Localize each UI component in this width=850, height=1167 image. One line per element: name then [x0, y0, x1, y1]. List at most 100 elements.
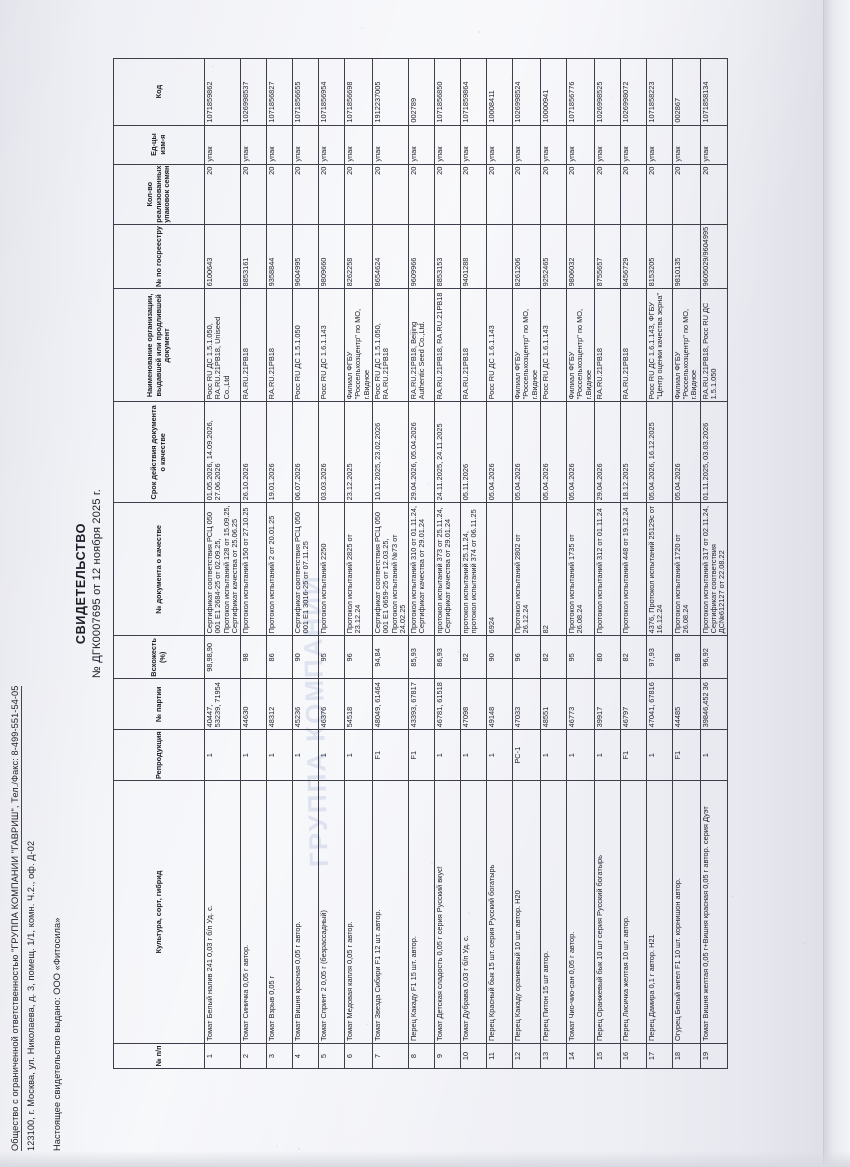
title-block: СВИДЕТЕЛЬСТВО № ДГК0007695 от 12 ноября …	[74, 0, 103, 1167]
cell-name: Томат Вишня желтая 0,05 г+Вишня красная …	[700, 781, 728, 1044]
cell-repro: 1	[487, 730, 513, 781]
cell-code: 002789	[409, 58, 435, 125]
cell-reg: 8153205	[646, 224, 672, 289]
scan-speckle	[478, 31, 480, 33]
cell-batch: 49148	[487, 679, 513, 730]
cell-batch: 47041, 67816	[646, 679, 672, 730]
cell-qdoc: Протокол испытаний 2250	[319, 503, 345, 636]
cell-num: 7	[372, 1044, 408, 1069]
cell-reg: 8261206	[513, 224, 541, 289]
cell-unit: упак	[267, 125, 293, 164]
cell-repro: 1	[319, 730, 345, 781]
cell-repro: 1	[566, 730, 594, 781]
cell-valid: 05.04.2026	[513, 402, 541, 503]
cell-num: 16	[620, 1044, 646, 1069]
cell-qty: 20	[700, 164, 728, 224]
cell-reg: 8755657	[594, 224, 620, 289]
table-row: 7 Томат Звезда Сибири F1 12 шт. автор. F1 4…	[372, 58, 408, 1068]
cell-valid: 01.05.2026, 14.09.2026, 27.06.2026	[205, 402, 241, 503]
table-row: 17 Перец Дамира 0,1 г автор. Н21 1 47041, 6…	[646, 58, 672, 1068]
cell-repro: F1	[372, 730, 408, 781]
cell-org: Росс RU ДС 1.6.1.143	[487, 289, 513, 402]
col-header-name: Культура, сорт, гибрид	[114, 781, 205, 1044]
col-header-unit: Ед-цы изм-я	[114, 125, 205, 164]
cell-num: 15	[594, 1044, 620, 1069]
cell-repro: F1	[620, 730, 646, 781]
cell-reg: 9806032	[566, 224, 594, 289]
table-header: № п/п Культура, сорт, гибрид Репродукция…	[114, 58, 205, 1068]
cell-batch: 46781, 61518	[435, 679, 461, 730]
cell-num: 17	[646, 1044, 672, 1069]
cell-qdoc: Протокол испытаний 448 от 19.12.24	[620, 503, 646, 636]
cell-repro: 1	[241, 730, 267, 781]
cell-batch: 39917	[594, 679, 620, 730]
page-title: СВИДЕТЕЛЬСТВО	[74, 0, 88, 1167]
cell-qty: 20	[435, 164, 461, 224]
scan-speckle	[511, 77, 513, 79]
cell-germ: 80	[594, 636, 620, 679]
cell-batch: 48312	[267, 679, 293, 730]
scan-speckle	[574, 985, 576, 987]
cell-qdoc: Протокол испытаний 2802 от 26.12.24	[513, 503, 541, 636]
cell-name: Перец Какаду F1 15 шт. автор.	[409, 781, 435, 1044]
col-header-code: Код	[114, 58, 205, 125]
cell-qty: 20	[293, 164, 319, 224]
cell-repro: 1	[646, 730, 672, 781]
cell-qdoc: Протокол испытаний 2825 от 23.12.24	[345, 503, 373, 636]
cell-unit: упак	[700, 125, 728, 164]
table-row: 18 Огурец Белый ангел F1 10 шт. корнишон …	[672, 58, 700, 1068]
cell-qty: 20	[409, 164, 435, 224]
cell-qdoc: Протокол испытаний 2 от 20.01.25	[267, 503, 293, 636]
cell-code: 002867	[672, 58, 700, 125]
cell-num: 8	[409, 1044, 435, 1069]
cell-qdoc: Протокол испытаний 150 от 27.10.25	[241, 503, 267, 636]
cell-org: Росс RU ДС 1.6.1.143	[540, 289, 566, 402]
cell-num: 11	[487, 1044, 513, 1069]
cell-name: Томат Детская сладость 0,05 г серия Русс…	[435, 781, 461, 1044]
cell-unit: упак	[372, 125, 408, 164]
scan-speckle	[649, 671, 650, 672]
issued-to-line: Настоящее свидетельство выдано: ООО «Фит…	[52, 918, 62, 1151]
cell-code: 1071856850	[435, 58, 461, 125]
cell-code: 1026998525	[594, 58, 620, 125]
cell-name: Томат Чио-чио-сан 0,05 г автор.	[566, 781, 594, 1044]
cell-code: 1026998072	[620, 58, 646, 125]
cell-code: 1071858134	[700, 58, 728, 125]
cell-germ: 82	[620, 636, 646, 679]
cell-repro: 1	[293, 730, 319, 781]
cell-batch: 54518	[345, 679, 373, 730]
cell-num: 6	[345, 1044, 373, 1069]
cell-qty: 20	[345, 164, 373, 224]
cell-qty: 20	[205, 164, 241, 224]
cell-name: Томат Медовая капля 0,05 г автор.	[345, 781, 373, 1044]
scan-speckle	[276, 1145, 278, 1147]
cell-qdoc: Сертификат соответствия РСЦ 050 001 Е1 3…	[293, 503, 319, 636]
scan-speckle	[354, 1143, 355, 1144]
cell-code: 1071856698	[345, 58, 373, 125]
cell-germ: 94,84	[372, 636, 408, 679]
table-body: 1 Томат Белый налив 241 0,03 г б/п Уд. с.…	[205, 58, 728, 1068]
cell-germ: 96	[345, 636, 373, 679]
cell-code: 1071856827	[267, 58, 293, 125]
cell-qty: 20	[241, 164, 267, 224]
cell-org: Росс RU ДС 1.5.1.050	[293, 289, 319, 402]
cell-reg: 9358844	[267, 224, 293, 289]
cell-reg: 8456729	[620, 224, 646, 289]
table-row: 8 Перец Какаду F1 15 шт. автор. F1 43393, 6…	[409, 58, 435, 1068]
cell-qty: 20	[646, 164, 672, 224]
cell-repro: 1	[345, 730, 373, 781]
table-row: 1 Томат Белый налив 241 0,03 г б/п Уд. с.…	[205, 58, 241, 1068]
cell-name: Перец Дамира 0,1 г автор. Н21	[646, 781, 672, 1044]
cell-valid: 05.04.2026	[540, 402, 566, 503]
cell-germ: 86	[267, 636, 293, 679]
cell-reg: 8853153	[435, 224, 461, 289]
cell-code: 1026998537	[241, 58, 267, 125]
table-row: 6 Томат Медовая капля 0,05 г автор. 1 54518…	[345, 58, 373, 1068]
cell-unit: упак	[566, 125, 594, 164]
cell-batch: 46773	[566, 679, 594, 730]
cell-germ: 82	[540, 636, 566, 679]
cell-org: RA.RU.21РВ18, Beijing Authentic Seed Co.…	[409, 289, 435, 402]
cell-reg: 8262258	[345, 224, 373, 289]
scan-speckle	[725, 129, 726, 130]
cell-valid: 05.04.2026	[672, 402, 700, 503]
